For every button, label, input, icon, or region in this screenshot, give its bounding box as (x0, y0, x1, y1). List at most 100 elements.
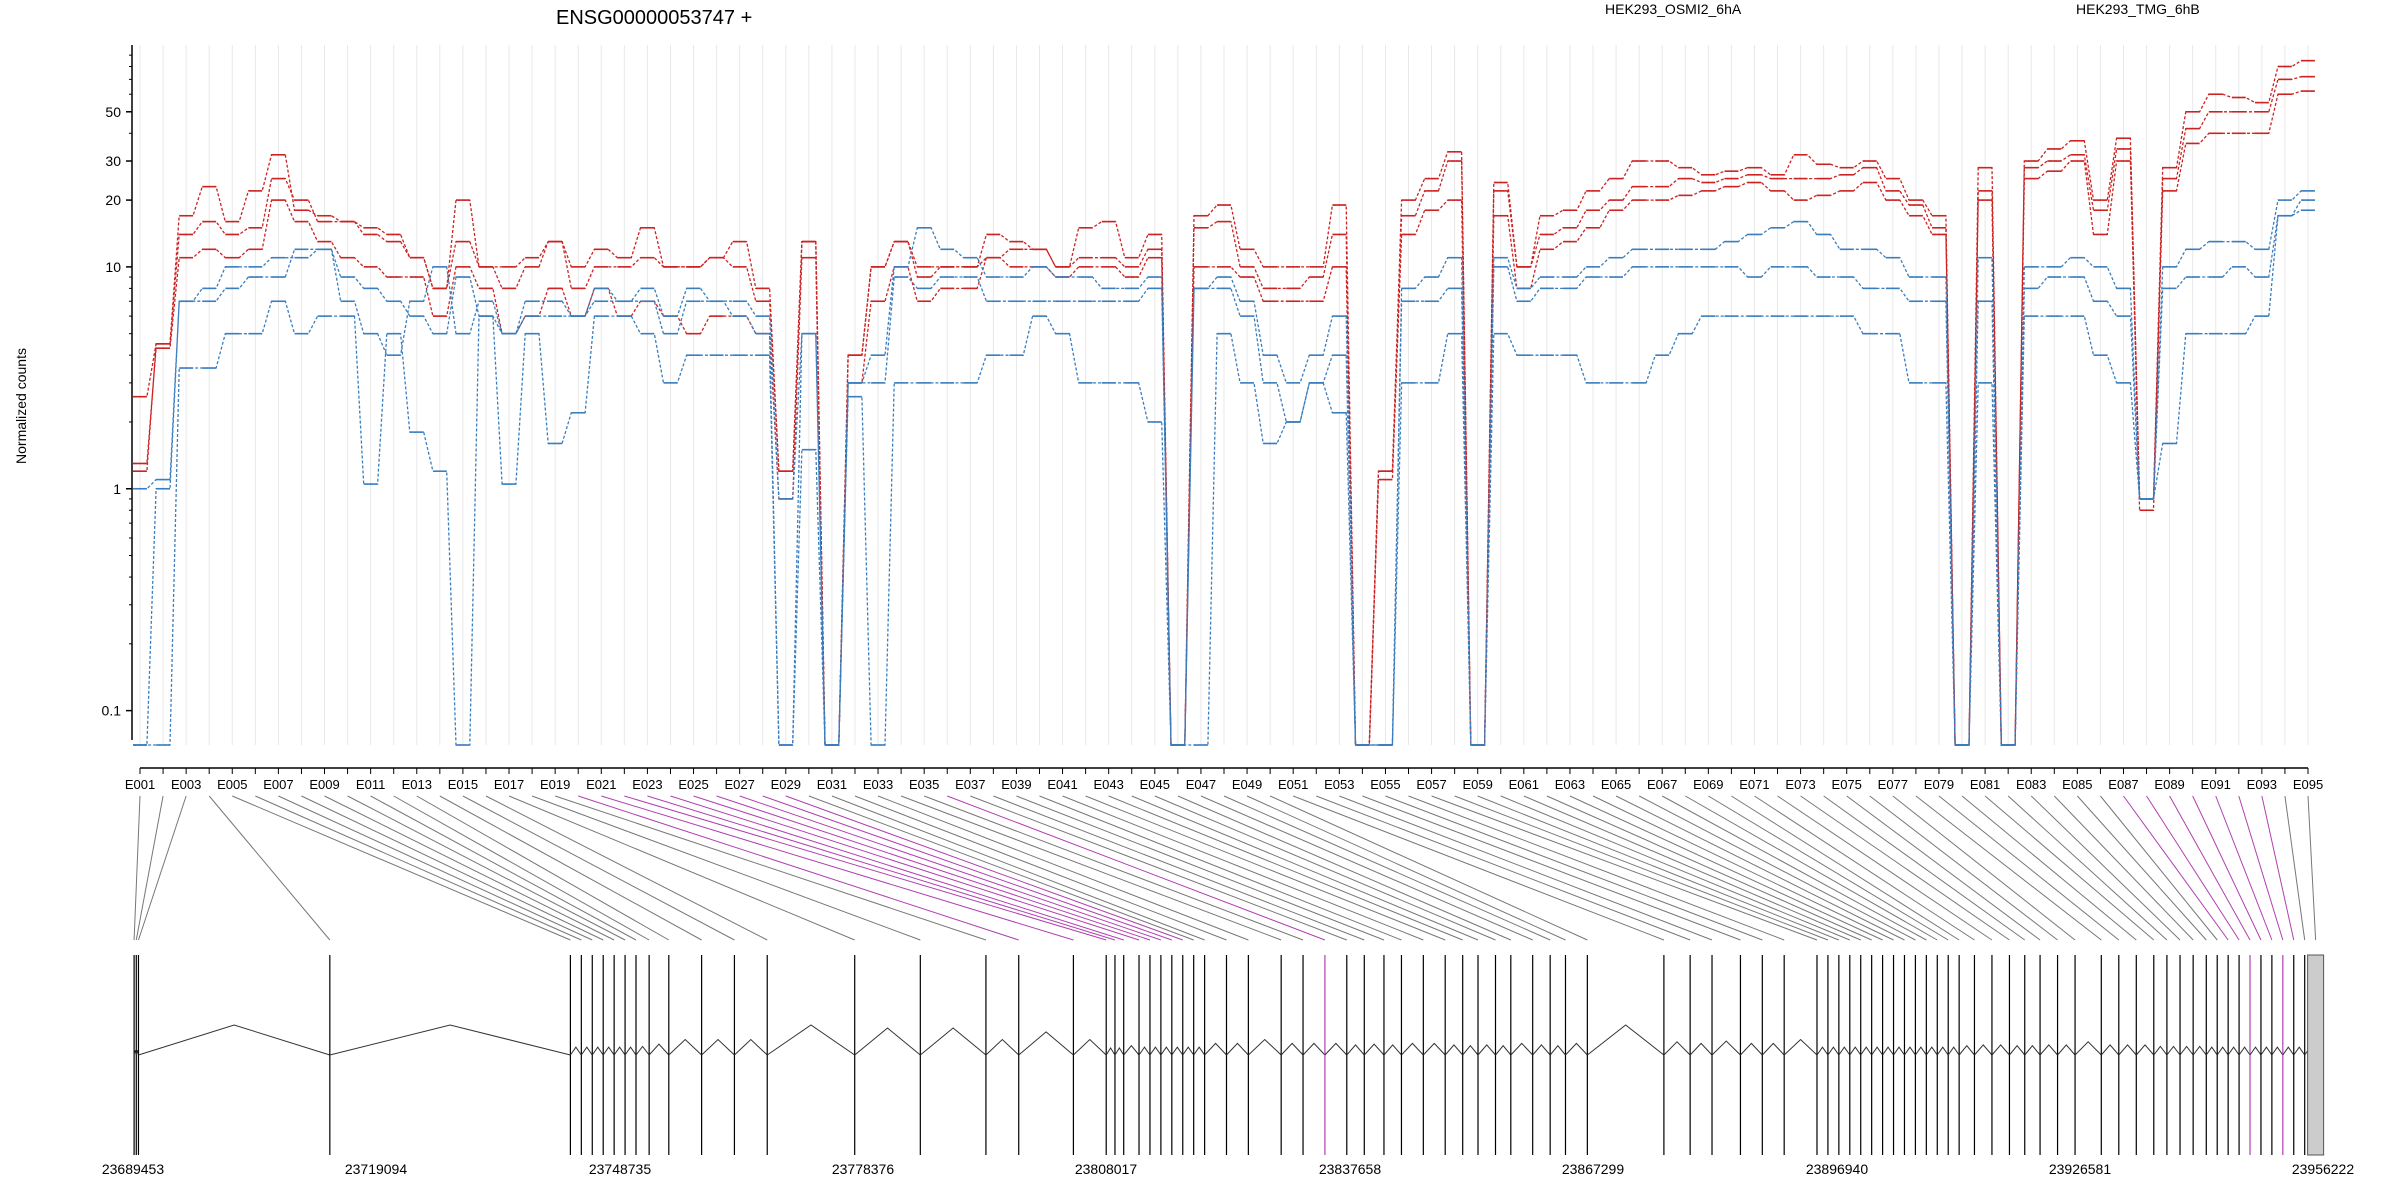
exon-connector (2284, 795, 2306, 941)
intron-line (766, 1024, 855, 1056)
legend-entry-tmg: HEK293_TMG_6hB (2076, 1, 2200, 17)
intron-line (1073, 1038, 1107, 1056)
genomic-tick-label: 23719094 (345, 1161, 408, 1177)
intron-line (1816, 1046, 1829, 1056)
intron-line (2271, 1046, 2284, 1056)
exon-connector (2100, 795, 2218, 941)
intron-line (1663, 1041, 1691, 1056)
intron-line (1401, 1042, 1424, 1056)
genomic-coordinate-axis: 23689453 23719094 23748735 23778376 23808017… (102, 1161, 2355, 1177)
y-tick-label: 1 (113, 481, 121, 497)
exon-connector (2307, 795, 2317, 941)
series-6 (133, 209, 2315, 746)
exon-connector (1039, 795, 1402, 941)
x-tick-label: E087 (2108, 777, 2138, 792)
exon-connector (716, 795, 1151, 941)
intron-line (920, 1027, 987, 1056)
intron-line (1226, 1042, 1249, 1056)
x-tick-label: E023 (632, 777, 662, 792)
exon-connector (1385, 795, 1763, 941)
genomic-tick-label: 23748735 (589, 1161, 652, 1177)
exon-connector (554, 795, 987, 941)
intron-line (1549, 1044, 1566, 1056)
exon-connector (1223, 795, 1551, 941)
intron-line (2260, 1046, 2273, 1056)
x-tick-label: E083 (2016, 777, 2046, 792)
genomic-tick-label: 23926581 (2049, 1161, 2112, 1177)
exon-connector (1984, 795, 2155, 941)
exon-connector (232, 795, 571, 941)
intron-line (1860, 1046, 1873, 1056)
intron-line (1105, 1046, 1116, 1056)
intron-line (1138, 1046, 1151, 1056)
intron-line (1383, 1044, 1402, 1056)
exon-connector (2192, 795, 2262, 941)
x-tick-label: E063 (1555, 777, 1585, 792)
exon-connector (416, 795, 670, 941)
intron-line (624, 1046, 637, 1056)
exon-connector (2007, 795, 2168, 941)
intron-line (635, 1045, 650, 1056)
exon-connector (1108, 795, 1463, 941)
x-tick-label: E061 (1509, 777, 1539, 792)
intron-line (648, 1043, 670, 1056)
y-axis-label: Normalized counts (13, 348, 29, 464)
exon-connector (1523, 795, 1861, 941)
x-tick-label: E081 (1970, 777, 2000, 792)
exon-connector (1316, 795, 1691, 941)
exon-connector (1869, 795, 2058, 941)
intron-line (1904, 1046, 1916, 1056)
intron-line (1248, 1038, 1282, 1056)
exon-connector (2146, 795, 2240, 941)
exon-connector (578, 795, 1019, 941)
x-tick-label: E003 (171, 777, 201, 792)
exon-connector (1500, 795, 1850, 941)
exon-connector (2215, 795, 2273, 941)
exon-connector (278, 795, 593, 941)
exon-connector (1408, 795, 1785, 941)
intron-line (1838, 1046, 1851, 1056)
intron-line (1114, 1046, 1125, 1056)
intron-line (613, 1046, 626, 1056)
chart-title: ENSG00000053747 + (556, 7, 752, 29)
exon-connector (1892, 795, 2076, 941)
intron-line (1882, 1046, 1894, 1056)
intron-line (2179, 1045, 2194, 1056)
intron-line (701, 1038, 735, 1056)
exon-connector (133, 795, 141, 941)
intron-line (2216, 1046, 2229, 1056)
exon-connector (1661, 795, 1927, 941)
x-tick-label: E029 (771, 777, 801, 792)
exon-connector (1638, 795, 1916, 941)
exon-connector (301, 795, 604, 941)
intron-line (1958, 1044, 1975, 1056)
intron-line (2118, 1044, 2137, 1056)
exon-connector (1754, 795, 1975, 941)
exon-connector (347, 795, 626, 941)
exon-connector (137, 795, 187, 941)
intron-line (1711, 1040, 1741, 1056)
intron-line (1171, 1046, 1184, 1056)
intron-line (1324, 1042, 1348, 1056)
exon-connector (1685, 795, 1938, 941)
intron-line (1495, 1044, 1512, 1056)
exon-connector (1823, 795, 2026, 941)
intron-line (1532, 1044, 1551, 1056)
exon-connector (2053, 795, 2194, 941)
intron-line (1510, 1042, 1534, 1056)
exon-connector (2261, 795, 2295, 941)
exon-connector (1615, 795, 1905, 941)
exon-connector (647, 795, 1116, 941)
intron-line (1871, 1046, 1884, 1056)
exon-connector (1062, 795, 1424, 941)
x-tick-label: E089 (2154, 777, 2184, 792)
x-tick-label: E015 (448, 777, 478, 792)
y-tick-label: 0.1 (102, 703, 122, 719)
intron-line (1689, 1042, 1713, 1056)
exon-connector (1708, 795, 1949, 941)
x-tick-label: E033 (863, 777, 893, 792)
intron-line (1280, 1042, 1304, 1056)
intron-line (1302, 1042, 1326, 1056)
